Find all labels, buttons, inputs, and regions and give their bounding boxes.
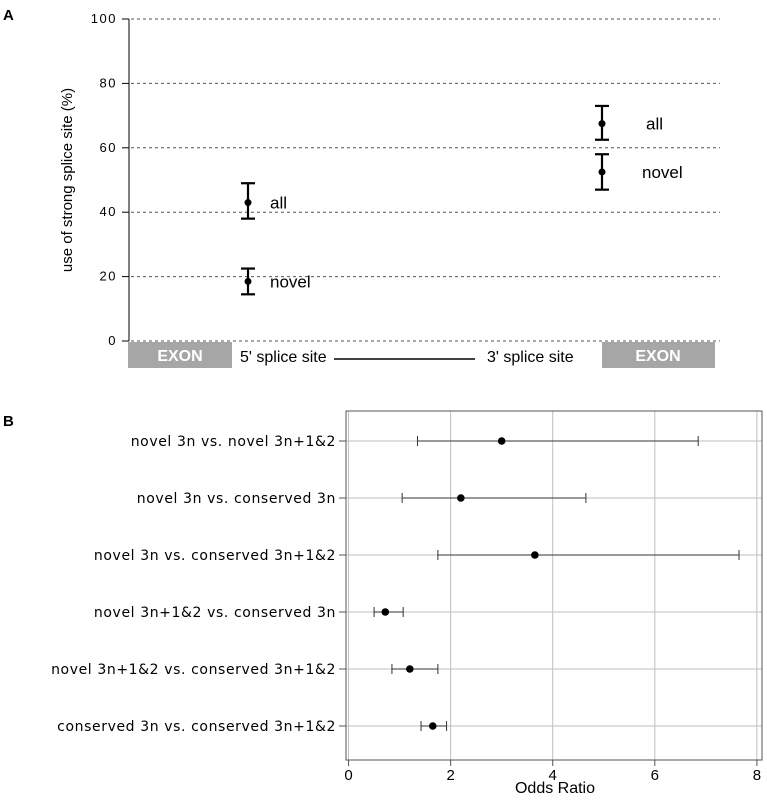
odds-ratio-point — [381, 608, 390, 616]
right-site-label: 3' splice site — [487, 349, 574, 366]
right-exon-label: EXON — [635, 348, 680, 365]
panel-a-tick-label: 40 — [100, 204, 117, 219]
odds-ratio-point — [497, 437, 506, 445]
panel-a-tick-label: 20 — [100, 269, 117, 284]
odds-ratio-point — [406, 665, 414, 673]
category-label: novel 3n vs. novel 3n+1&2 — [131, 434, 336, 450]
panel-b-category-labels: novel 3n vs. novel 3n+1&2 novel 3n vs. co… — [51, 434, 346, 735]
panel-b-x-tick-label: 2 — [446, 767, 454, 784]
panel-a-tick-label: 60 — [100, 140, 117, 155]
odds-ratio-point — [428, 722, 437, 730]
category-label: novel 3n+1&2 vs. conserved 3n+1&2 — [51, 662, 336, 678]
right-exon-box — [602, 342, 715, 368]
panel-b-x-tick-label: 6 — [651, 767, 659, 784]
panel-a-marks: all novel all novel — [241, 104, 683, 296]
panel-b-x-tick-label: 8 — [753, 767, 761, 784]
panel-a-letter: A — [3, 7, 14, 24]
panel-a: A 0 20 40 60 80 100 use of strong splice site… — [3, 7, 720, 368]
odds-ratio-point — [531, 551, 539, 559]
panel-b-x-axis-label: Odds Ratio — [515, 780, 595, 797]
category-label: novel 3n vs. conserved 3n — [137, 491, 336, 507]
panel-b-marks — [373, 436, 740, 731]
panel-a-y-ticks: 0 20 40 60 80 100 — [91, 11, 129, 348]
left-site-label: 5' splice site — [240, 349, 327, 366]
panel-b-x-ticks: 0 2 4 6 8 — [344, 760, 761, 784]
panel-a-tick-label: 100 — [91, 11, 117, 26]
panel-a-y-axis-label: use of strong splice site (%) — [59, 88, 76, 272]
category-label: novel 3n+1&2 vs. conserved 3n — [94, 605, 336, 621]
left-exon-label: EXON — [157, 348, 202, 365]
odds-ratio-point — [457, 494, 465, 502]
left-exon-box — [128, 342, 232, 368]
series-label: all — [270, 194, 287, 213]
panel-a-gridlines — [131, 18, 720, 342]
gene-diagram: EXON 5' splice site 3' splice site EXON — [128, 342, 715, 368]
category-label: novel 3n vs. conserved 3n+1&2 — [94, 548, 336, 564]
data-point — [598, 168, 606, 176]
series-label: all — [646, 115, 663, 134]
data-point — [598, 120, 606, 128]
panel-b-x-tick-label: 4 — [549, 767, 557, 784]
panel-b-letter: B — [3, 413, 14, 430]
series-label: novel — [270, 272, 311, 291]
panel-b-plot-frame — [345, 410, 763, 761]
category-label: conserved 3n vs. conserved 3n+1&2 — [57, 719, 336, 735]
panel-b-x-tick-label: 0 — [344, 767, 352, 784]
panel-a-tick-label: 80 — [100, 75, 117, 90]
panel-a-tick-label: 0 — [108, 333, 117, 348]
data-point — [244, 199, 252, 207]
series-label: novel — [642, 163, 683, 182]
panel-b-gridlines — [346, 411, 762, 760]
data-point — [244, 277, 252, 285]
